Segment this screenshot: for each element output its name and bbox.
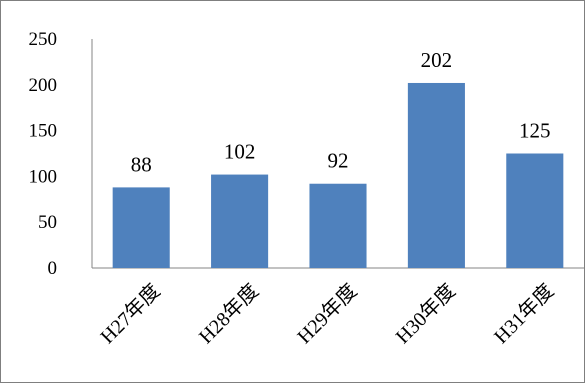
data-label-H30年度: 202 [421, 48, 453, 72]
y-axis-ticks: 0 50 100 150 200 250 [29, 29, 58, 279]
y-tick-label-250: 250 [29, 29, 58, 50]
y-tick-label-50: 50 [38, 212, 57, 233]
bars-group [112, 82, 564, 268]
category-label-H28年度: H28年度 [194, 279, 263, 348]
category-label-H31年度: H31年度 [489, 279, 558, 348]
data-label-H28年度: 102 [224, 140, 256, 164]
category-labels-group: H27年度 H28年度 H29年度 H30年度 H31年度 [96, 279, 559, 348]
bar-H31年度 [506, 153, 564, 268]
y-tick-label-150: 150 [29, 121, 58, 142]
bar-H27年度 [112, 187, 170, 268]
data-label-H31年度: 125 [519, 119, 551, 143]
category-label-H27年度: H27年度 [96, 279, 165, 348]
y-tick-label-100: 100 [29, 166, 58, 187]
y-tick-label-200: 200 [29, 75, 58, 96]
bar-H29年度 [309, 183, 367, 268]
category-label-H29年度: H29年度 [293, 279, 362, 348]
category-label-H30年度: H30年度 [391, 279, 460, 348]
y-tick-label-0: 0 [48, 258, 58, 279]
data-labels-group: 88 102 92 202 125 [131, 48, 551, 176]
bar-H30年度 [407, 82, 465, 268]
data-label-H29年度: 92 [328, 149, 349, 173]
data-label-H27年度: 88 [131, 152, 152, 176]
bar-H28年度 [211, 174, 269, 268]
